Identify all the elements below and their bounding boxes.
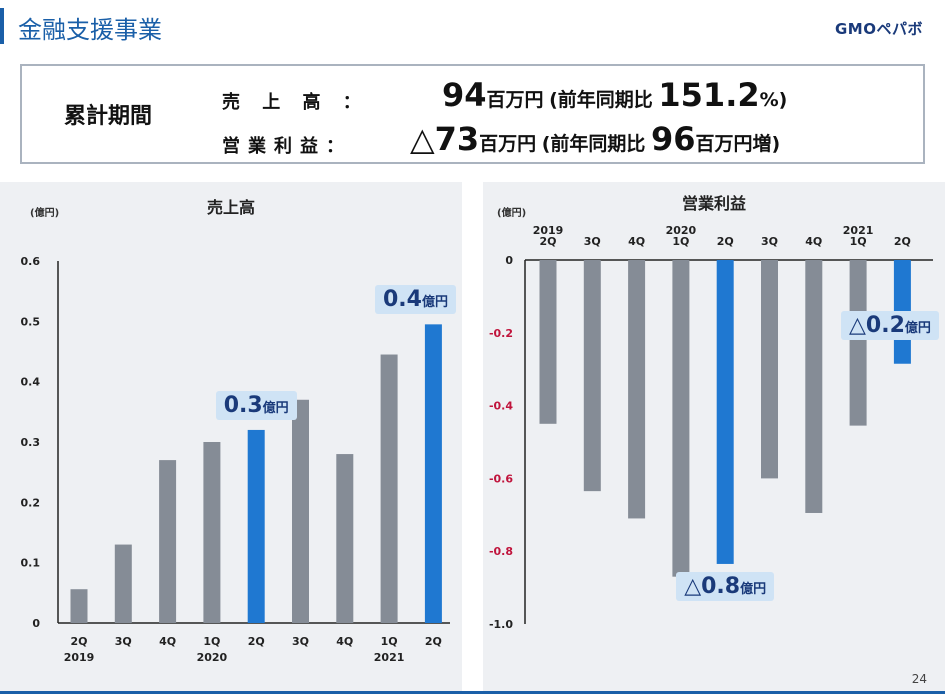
- sales-unit-label: (億円): [30, 208, 60, 219]
- y-tick-label: 0.3: [21, 436, 41, 449]
- y-tick-label: 0.4: [21, 376, 41, 389]
- sales-callout-1-value: 0.4: [383, 287, 422, 313]
- x-tick-label: 3Q: [584, 235, 601, 248]
- bar-7: [380, 354, 398, 623]
- period-label: 累計期間: [64, 104, 153, 129]
- bar-5: [292, 399, 309, 623]
- x-year-label: 2021: [843, 224, 874, 237]
- op-profit-chart-title: 営業利益: [681, 194, 746, 213]
- op-profit-label: 営業利益：: [222, 136, 352, 157]
- op-profit-summary: △73百万円 (前年同期比 96百万円増): [410, 120, 780, 158]
- x-tick-label: 2Q: [717, 235, 734, 248]
- bar-5: [761, 260, 778, 479]
- bar-3: [203, 442, 221, 623]
- x-tick-label: 2Q: [425, 635, 442, 648]
- bar-4: [247, 429, 265, 623]
- sales-chart: 0 0.1 0.2 0.3 0.4 0.5 0.6 2Q 2019 3Q 4Q 1Q 2020 2Q 3Q 4…: [21, 255, 450, 664]
- sales-ratio-prefix: (前年同期比: [549, 89, 653, 111]
- x-tick-label: 2Q: [894, 235, 911, 248]
- summary-box: 累計期間 売 上 高 ： 94百万円 (前年同期比 151.2%) 営業利益： …: [20, 64, 925, 164]
- x-tick-label: 2Q: [248, 635, 265, 648]
- sales-callout-1: 0.4億円: [375, 285, 456, 315]
- op-profit-callout-0-unit: 億円: [740, 581, 767, 597]
- bar-1: [114, 544, 132, 623]
- x-year-label: 2019: [533, 224, 564, 237]
- op-profit-value: △73: [410, 120, 480, 158]
- op-profit-callout-1: △0.2億円: [841, 310, 939, 340]
- sales-summary: 94百万円 (前年同期比 151.2%): [442, 76, 787, 114]
- x-tick-label: 1Q: [203, 635, 220, 648]
- x-year-label: 2019: [64, 651, 95, 664]
- x-tick-label: 2Q: [70, 635, 87, 648]
- x-tick-label: 1Q: [672, 235, 689, 248]
- x-tick-label: 3Q: [115, 635, 132, 648]
- sales-chart-title: 売上高: [206, 198, 255, 217]
- x-tick-label: 1Q: [381, 635, 398, 648]
- page-title: 金融支援事業: [18, 16, 162, 44]
- x-tick-label: 1Q: [850, 235, 867, 248]
- op-profit-unit-label: (億円): [497, 208, 527, 219]
- sales-label: 売 上 高 ：: [222, 92, 369, 113]
- x-tick-label: 4Q: [628, 235, 645, 248]
- y-tick-label: 0.2: [21, 496, 41, 509]
- bar-0: [70, 589, 88, 623]
- op-profit-callout-0-value: △0.8: [684, 573, 741, 599]
- op-profit-unit: 百万円: [479, 133, 537, 155]
- sales-ratio: 151.2: [658, 76, 760, 114]
- x-year-label: 2020: [666, 224, 697, 237]
- bar-1: [583, 260, 601, 492]
- x-year-label: 2020: [197, 651, 228, 664]
- y-tick-label: -0.8: [489, 545, 513, 558]
- x-tick-label: 4Q: [805, 235, 822, 248]
- page-number: 24: [911, 672, 927, 686]
- bar-4: [716, 260, 734, 564]
- y-tick-label: 0: [505, 254, 513, 267]
- bar-6: [336, 454, 354, 623]
- bar-3: [672, 260, 690, 577]
- title-accent-bar: [0, 8, 4, 44]
- x-tick-label: 4Q: [159, 635, 176, 648]
- y-tick-label: -0.6: [489, 472, 513, 485]
- bar-6: [805, 260, 823, 513]
- op-profit-ratio: 96: [651, 120, 696, 158]
- y-tick-label: 0.1: [21, 557, 41, 570]
- sales-ratio-suffix: %): [759, 89, 788, 111]
- y-tick-label: 0.5: [21, 315, 41, 328]
- x-tick-label: 3Q: [292, 635, 309, 648]
- bar-0: [539, 260, 557, 424]
- sales-chart-panel: 売上高 (億円) 0 0.1 0.2 0.3 0.4 0.5 0.6 2Q 2019 3Q 4Q 1Q…: [0, 182, 462, 694]
- bar-7: [849, 260, 867, 426]
- op-profit-callout-1-value: △0.2: [849, 312, 905, 338]
- x-tick-label: 4Q: [336, 635, 353, 648]
- sales-callout-0: 0.3億円: [215, 390, 297, 420]
- y-tick-label: 0: [32, 617, 40, 630]
- y-tick-label: -0.2: [489, 327, 513, 340]
- op-profit-ratio-suffix: 百万円増): [695, 133, 781, 155]
- bar-8: [424, 324, 442, 623]
- op-profit-callout-1-unit: 億円: [904, 320, 931, 336]
- y-tick-label: -0.4: [489, 400, 513, 413]
- op-profit-callout-0: △0.8億円: [676, 571, 775, 601]
- footer-line: [0, 691, 945, 694]
- x-tick-label: 2Q: [539, 235, 556, 248]
- sales-unit: 百万円: [486, 89, 544, 111]
- bar-2: [159, 460, 177, 623]
- sales-value: 94: [442, 76, 487, 114]
- sales-callout-0-unit: 億円: [262, 400, 289, 416]
- op-profit-chart-panel: 営業利益 (億円) 0 -0.2 -0.4 -0.6 -0.8 -1.0 2Q 2019 3Q 4…: [483, 182, 945, 694]
- x-year-label: 2021: [374, 651, 405, 664]
- x-tick-label: 3Q: [761, 235, 778, 248]
- bar-2: [628, 260, 646, 519]
- sales-callout-0-value: 0.3: [223, 392, 263, 418]
- y-tick-label: -1.0: [489, 618, 513, 631]
- sales-callout-1-unit: 億円: [421, 295, 448, 311]
- y-tick-label: 0.6: [21, 255, 41, 268]
- company-logo: GMOペパボ: [835, 20, 923, 38]
- op-profit-ratio-prefix: (前年同期比: [541, 133, 646, 155]
